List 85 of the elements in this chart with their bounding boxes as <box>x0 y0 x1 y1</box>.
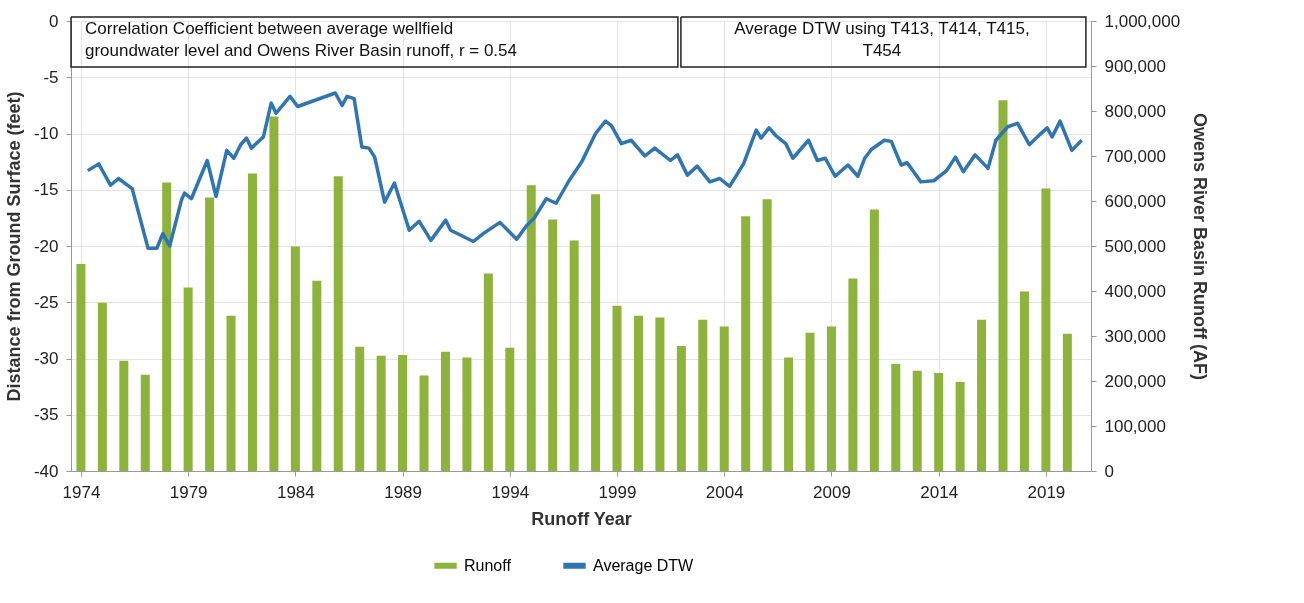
y-tick-label: -35 <box>33 405 59 425</box>
legend-label: Average DTW <box>593 556 695 574</box>
bar <box>355 346 365 471</box>
bar <box>869 209 879 471</box>
bar <box>784 357 794 471</box>
bar <box>977 319 987 471</box>
bar <box>526 185 536 471</box>
bar <box>698 319 708 471</box>
bar <box>398 354 408 471</box>
x-tick-label: 2019 <box>1027 482 1066 502</box>
y-tick-label: -5 <box>43 67 59 87</box>
bar <box>569 240 579 471</box>
bar <box>1062 333 1072 471</box>
bar <box>676 345 686 471</box>
y-tick-label: -10 <box>33 124 59 143</box>
y-tick-label: -20 <box>33 236 59 256</box>
y2-tick-label: 700,000 <box>1104 146 1166 166</box>
bar <box>462 357 472 471</box>
y-tick-label: -25 <box>33 292 59 312</box>
x-tick-label: 1974 <box>62 482 101 502</box>
y2-tick-label: 300,000 <box>1104 326 1166 346</box>
x-tick-label: 1979 <box>169 482 208 502</box>
bar <box>719 326 729 471</box>
bar <box>205 197 215 471</box>
annotation: Average DTW using T413, T414, T415, T454 <box>734 19 1030 60</box>
bar <box>591 194 601 471</box>
x-tick-label: 2004 <box>705 482 744 502</box>
line-series <box>86 91 1084 250</box>
bar <box>140 374 150 471</box>
y-tick-label: 0 <box>49 11 59 31</box>
bar <box>183 287 193 471</box>
x-tick-label: 2009 <box>813 482 851 502</box>
bar <box>1019 291 1029 471</box>
bar <box>269 116 279 471</box>
y2-axis-title: Owens River Basin Runoff (AF) <box>1190 112 1211 381</box>
bar <box>655 317 665 471</box>
x-axis-title: Runoff Year <box>531 508 632 529</box>
bar <box>805 332 815 471</box>
bar <box>226 315 236 471</box>
annotation: Correlation Coefficient between average wellfield groundwater level and Owens River Basin runoff, r = 0.54 <box>85 19 518 60</box>
y2-tick-label: 600,000 <box>1104 191 1166 211</box>
y2-tick-label: 1,000,000 <box>1104 11 1181 31</box>
bar <box>934 372 944 471</box>
x-tick-label: 1999 <box>598 482 637 502</box>
y-tick-label: -15 <box>33 180 59 200</box>
bar <box>912 370 922 471</box>
bar <box>419 375 429 471</box>
bar <box>891 363 901 471</box>
bar <box>440 351 450 471</box>
bar <box>1041 188 1051 471</box>
bar <box>376 355 386 471</box>
bar <box>290 246 300 471</box>
bar <box>633 315 643 471</box>
x-tick-label: 1984 <box>276 482 315 502</box>
y2-tick-label: 800,000 <box>1104 101 1166 121</box>
y2-tick-label: 900,000 <box>1104 56 1166 76</box>
y2-tick-label: 100,000 <box>1104 416 1166 436</box>
bar <box>762 199 772 471</box>
bar <box>119 360 129 471</box>
x-tick-label: 2014 <box>920 482 959 502</box>
bar <box>483 273 493 471</box>
bar <box>826 326 836 471</box>
y-tick-label: -30 <box>33 349 59 368</box>
legend-label: Runoff <box>464 556 512 574</box>
x-tick-label: 1994 <box>491 482 530 502</box>
bar <box>312 280 322 471</box>
bar <box>97 302 107 471</box>
bar <box>955 381 965 471</box>
y2-tick-label: 0 <box>1104 461 1114 481</box>
bar <box>76 264 86 471</box>
bar <box>741 216 751 471</box>
bar <box>612 305 622 471</box>
y-tick-label: -40 <box>33 461 59 481</box>
y2-tick-label: 500,000 <box>1104 236 1166 256</box>
y2-tick-label: 200,000 <box>1104 371 1166 391</box>
bar <box>505 347 515 471</box>
x-tick-label: 1989 <box>384 482 422 502</box>
bar <box>247 173 257 471</box>
y2-tick-label: 400,000 <box>1104 281 1166 301</box>
bar <box>162 182 172 471</box>
bar <box>333 176 343 471</box>
bar <box>998 100 1008 471</box>
bar <box>848 278 858 471</box>
bar <box>548 219 558 471</box>
y-axis-title: Distance from Ground Surface (feet) <box>3 91 24 402</box>
